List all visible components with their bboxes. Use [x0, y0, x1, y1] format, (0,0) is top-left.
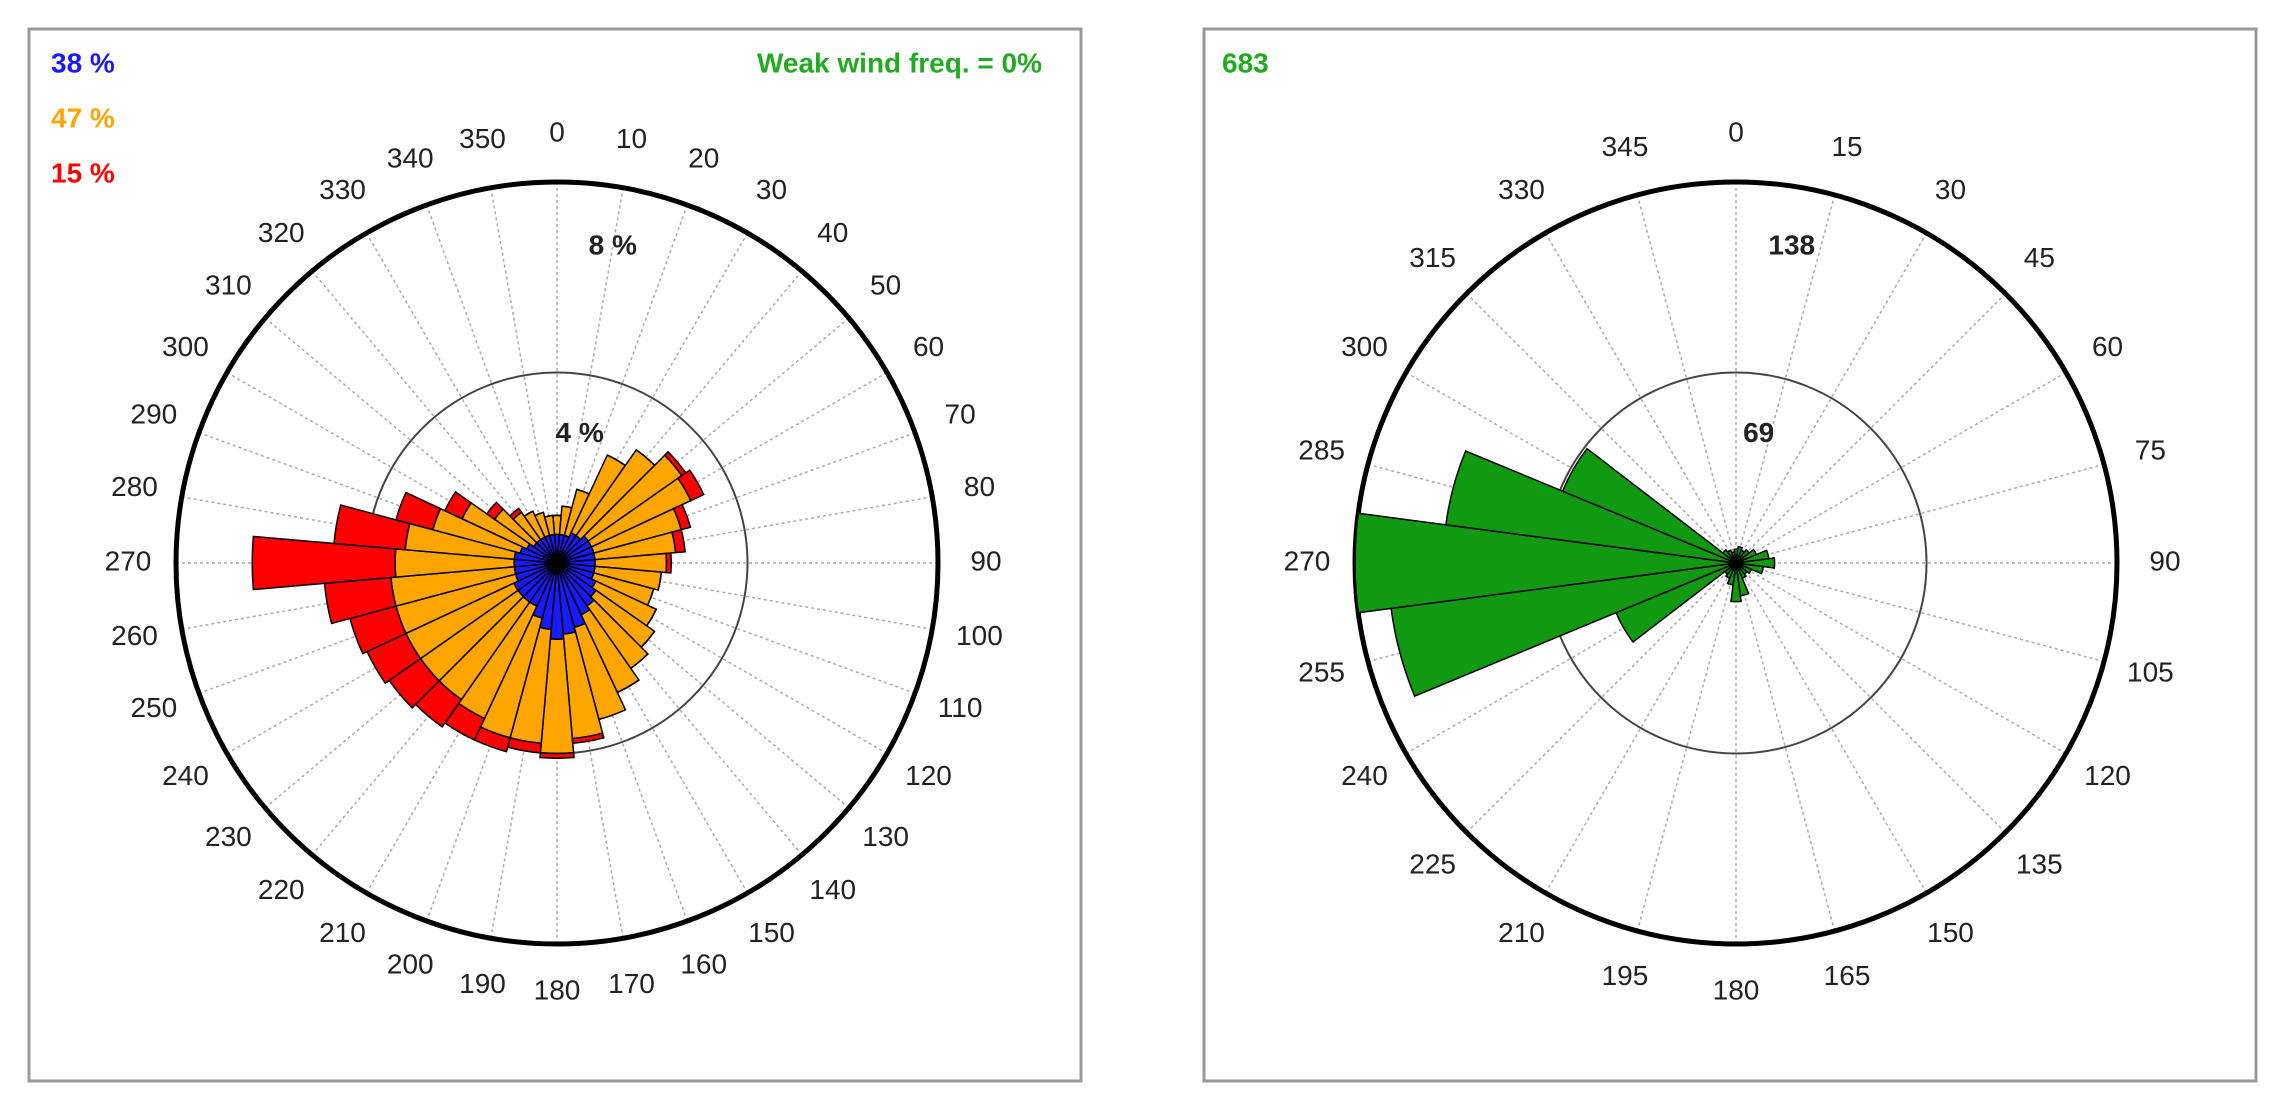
direction-label: 60	[913, 331, 944, 362]
legend-entry: 47 %	[51, 102, 115, 133]
direction-label: 30	[1935, 174, 1966, 205]
direction-label: 270	[105, 545, 152, 576]
legend-entry: 15 %	[51, 157, 115, 188]
direction-label: 300	[162, 331, 209, 362]
direction-label: 45	[2024, 242, 2055, 273]
direction-label: 0	[1728, 116, 1744, 147]
direction-label: 160	[680, 949, 727, 980]
radial-tick-label: 4 %	[556, 417, 604, 448]
direction-label: 310	[205, 270, 252, 301]
direction-label: 240	[162, 760, 209, 791]
direction-label: 120	[2084, 760, 2131, 791]
direction-label: 180	[534, 974, 581, 1005]
direction-label: 105	[2127, 656, 2174, 687]
direction-label: 280	[111, 471, 158, 502]
direction-label: 10	[616, 123, 647, 154]
direction-label: 340	[387, 142, 434, 173]
direction-label: 250	[131, 692, 178, 723]
direction-label: 260	[111, 620, 158, 651]
direction-label: 90	[2149, 545, 2180, 576]
direction-label: 210	[1498, 917, 1545, 948]
direction-label: 315	[1409, 242, 1456, 273]
direction-label: 330	[319, 174, 366, 205]
annotation: 683	[1222, 47, 1269, 78]
direction-label: 190	[459, 968, 506, 999]
direction-label: 150	[748, 917, 795, 948]
direction-label: 285	[1298, 434, 1345, 465]
direction-label: 20	[688, 142, 719, 173]
direction-label: 90	[970, 545, 1001, 576]
wind-sector	[540, 753, 574, 758]
radial-tick-label: 69	[1743, 417, 1774, 448]
direction-label: 140	[809, 874, 856, 905]
direction-label: 200	[387, 949, 434, 980]
direction-label: 0	[549, 116, 565, 147]
direction-label: 40	[817, 217, 848, 248]
direction-label: 100	[956, 620, 1003, 651]
direction-label: 255	[1298, 656, 1345, 687]
direction-label: 165	[1824, 960, 1871, 991]
direction-label: 170	[608, 968, 655, 999]
direction-label: 300	[1341, 331, 1388, 362]
direction-label: 50	[870, 270, 901, 301]
direction-label: 70	[945, 399, 976, 430]
direction-label: 240	[1341, 760, 1388, 791]
direction-label: 270	[1284, 545, 1331, 576]
direction-label: 150	[1927, 917, 1974, 948]
legend-entry: 38 %	[51, 47, 115, 78]
radial-tick-label: 8 %	[589, 229, 637, 260]
direction-label: 15	[1831, 131, 1862, 162]
direction-label: 290	[131, 399, 178, 430]
direction-label: 350	[459, 123, 506, 154]
direction-label: 110	[938, 692, 983, 723]
annotation: Weak wind freq. = 0%	[757, 47, 1042, 78]
direction-label: 320	[258, 217, 305, 248]
direction-label: 80	[964, 471, 995, 502]
direction-label: 60	[2092, 331, 2123, 362]
direction-label: 135	[2016, 849, 2063, 880]
direction-label: 195	[1602, 960, 1649, 991]
direction-label: 130	[862, 821, 909, 852]
direction-label: 225	[1409, 849, 1456, 880]
direction-label: 120	[905, 760, 952, 791]
direction-label: 330	[1498, 174, 1545, 205]
radial-tick-label: 138	[1768, 229, 1815, 260]
direction-label: 220	[258, 874, 305, 905]
direction-label: 345	[1602, 131, 1649, 162]
direction-label: 180	[1713, 974, 1760, 1005]
direction-label: 75	[2135, 434, 2166, 465]
direction-label: 30	[756, 174, 787, 205]
direction-label: 230	[205, 821, 252, 852]
wind-sector	[666, 553, 671, 573]
direction-label: 210	[319, 917, 366, 948]
